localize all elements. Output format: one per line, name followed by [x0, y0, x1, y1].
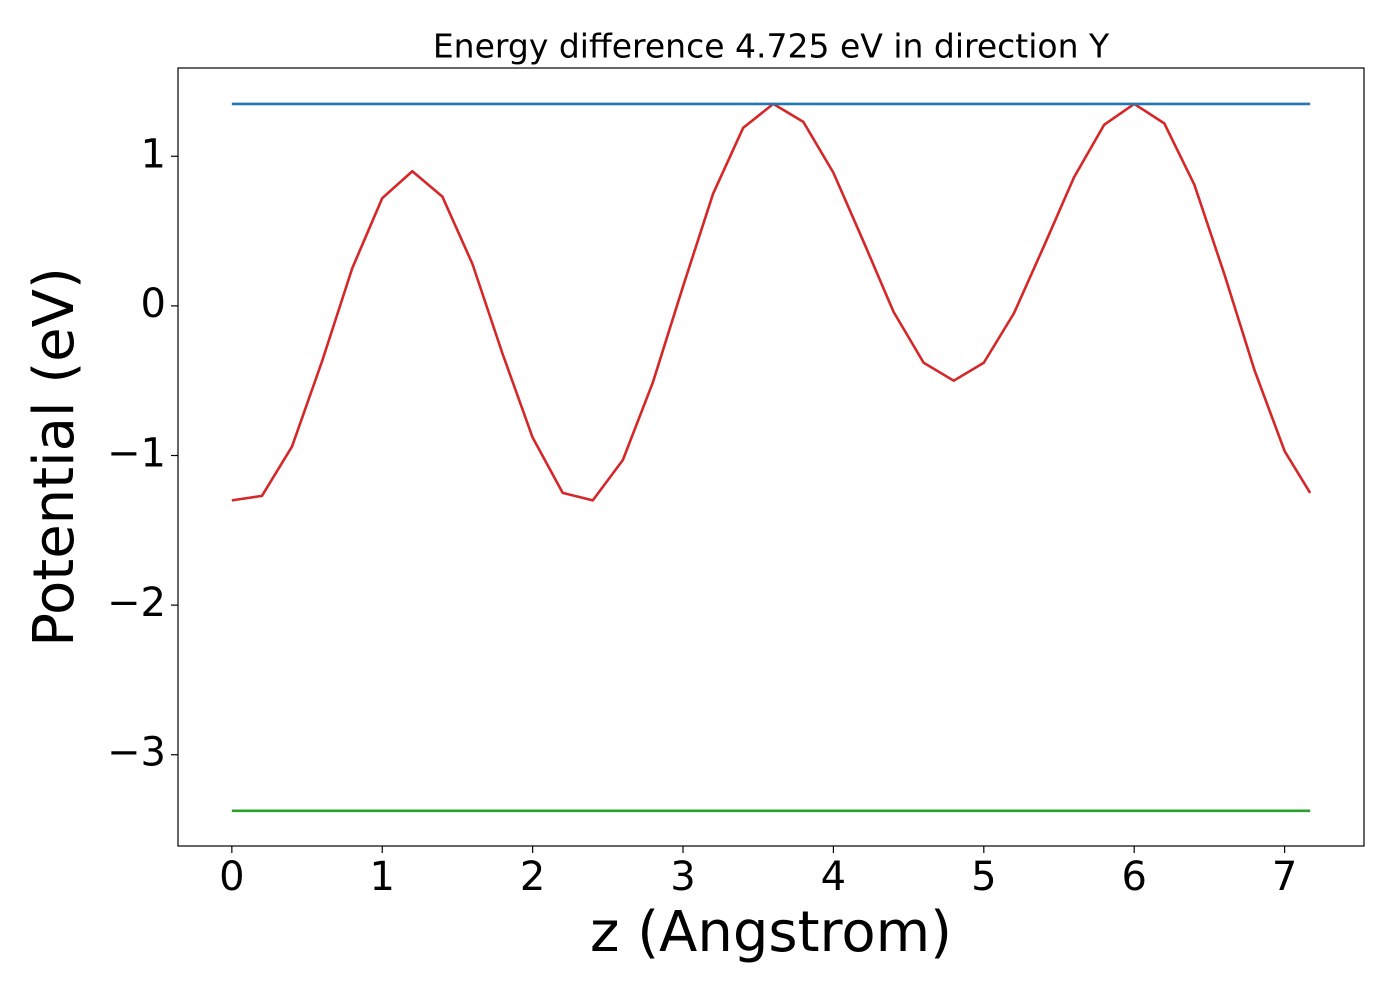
y-tick-label: 1	[141, 131, 166, 177]
x-tick-label: 1	[370, 854, 395, 900]
x-tick-label: 0	[219, 854, 244, 900]
x-axis-label: z (Angstrom)	[590, 900, 952, 965]
x-tick-label: 4	[821, 854, 846, 900]
x-tick-label: 2	[520, 854, 545, 900]
chart-title: Energy difference 4.725 eV in direction …	[433, 27, 1110, 66]
x-tick-label: 7	[1272, 854, 1297, 900]
y-axis-label: Potential (eV)	[22, 267, 87, 647]
y-tick-label: −2	[107, 580, 166, 626]
y-tick-label: −1	[107, 431, 166, 477]
plot-frame	[177, 67, 1365, 847]
x-tick-label: 3	[670, 854, 695, 900]
x-tick-label: 5	[971, 854, 996, 900]
line	[231, 102, 1312, 502]
y-tick-label: −3	[107, 730, 166, 776]
x-tick-label: 6	[1121, 854, 1146, 900]
y-tick-label: 0	[141, 281, 166, 327]
